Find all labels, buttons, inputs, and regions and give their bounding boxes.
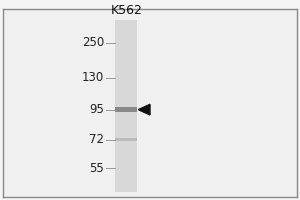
Bar [116, 138, 137, 141]
Bar [116, 107, 137, 112]
Text: 55: 55 [90, 162, 104, 175]
Text: K562: K562 [110, 4, 142, 17]
Text: 250: 250 [82, 36, 104, 49]
Polygon shape [138, 104, 150, 115]
Bar [116, 20, 137, 192]
Text: 72: 72 [89, 133, 104, 146]
Text: 130: 130 [82, 71, 104, 84]
Text: 95: 95 [89, 103, 104, 116]
